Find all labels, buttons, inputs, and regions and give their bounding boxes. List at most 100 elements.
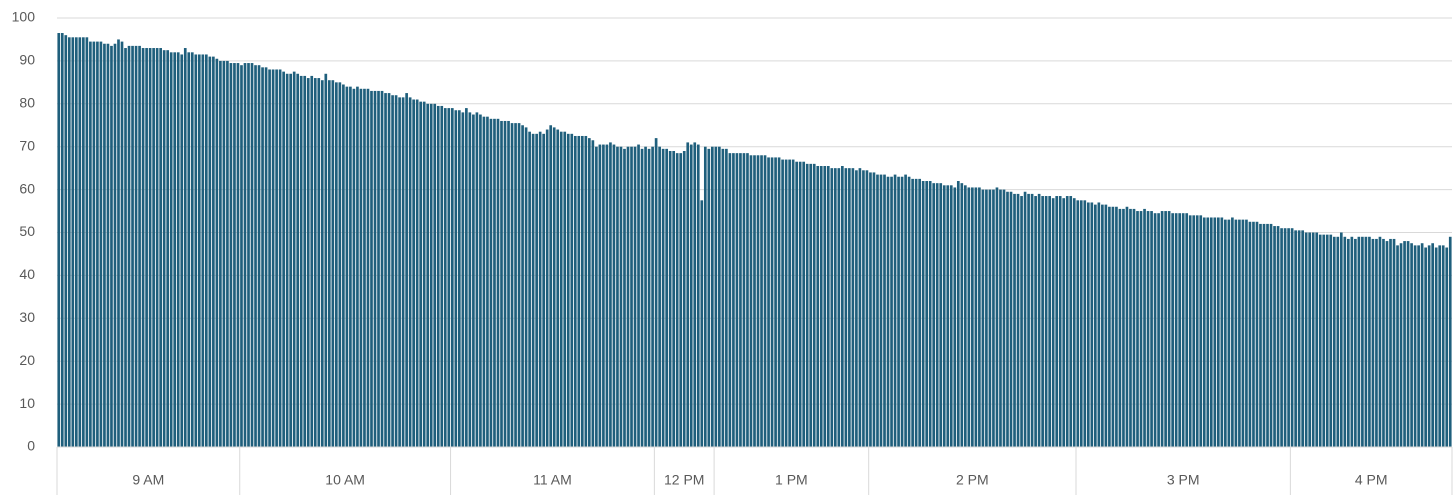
- bar: [556, 129, 560, 448]
- bar: [247, 63, 250, 448]
- bar: [521, 125, 524, 447]
- bar: [468, 112, 472, 447]
- bar: [844, 168, 848, 447]
- x-group-label: 4 PM: [1355, 472, 1388, 488]
- bar: [1350, 236, 1354, 447]
- bar: [458, 110, 461, 448]
- bar: [433, 103, 437, 448]
- bar: [106, 43, 110, 448]
- bar: [226, 60, 229, 448]
- bar: [1111, 206, 1115, 447]
- bar: [1027, 193, 1030, 447]
- bar: [668, 150, 672, 448]
- bar: [1030, 193, 1034, 447]
- bar: [612, 144, 616, 447]
- y-tick-label: 20: [19, 352, 35, 368]
- bar: [605, 144, 609, 447]
- bar: [289, 73, 293, 448]
- bar: [542, 133, 546, 447]
- bar: [373, 90, 377, 448]
- bar: [338, 82, 342, 447]
- bar: [1431, 243, 1435, 447]
- bar: [391, 95, 394, 447]
- bar: [967, 187, 971, 447]
- bar: [426, 103, 430, 448]
- bar: [528, 131, 531, 447]
- bar: [1371, 238, 1375, 447]
- bar: [524, 127, 528, 448]
- bar: [1417, 245, 1420, 447]
- bar: [447, 108, 451, 447]
- bar: [1094, 204, 1097, 447]
- bar: [1245, 219, 1248, 447]
- bar: [127, 45, 131, 447]
- bar: [205, 54, 208, 448]
- bar: [250, 63, 254, 448]
- bar: [183, 48, 187, 447]
- bar: [763, 155, 767, 447]
- bar: [598, 144, 602, 447]
- bar: [1115, 206, 1118, 447]
- bar: [1318, 234, 1322, 447]
- bar: [486, 116, 489, 448]
- bar: [921, 181, 925, 447]
- bar: [479, 114, 482, 448]
- bar: [278, 69, 282, 447]
- bar: [1020, 196, 1023, 447]
- bar: [85, 37, 89, 448]
- bar: [327, 80, 331, 447]
- bar: [131, 45, 134, 447]
- bar: [588, 138, 591, 447]
- bar: [443, 108, 447, 447]
- bar: [92, 41, 96, 447]
- bar: [503, 120, 507, 448]
- bar: [1361, 236, 1364, 447]
- bar: [1044, 196, 1048, 447]
- bar: [1125, 206, 1129, 447]
- bar: [493, 118, 496, 447]
- bar: [215, 58, 219, 447]
- bar: [637, 144, 640, 447]
- bar: [584, 135, 588, 447]
- bar: [956, 181, 960, 447]
- bar: [1234, 219, 1238, 447]
- bar: [64, 35, 68, 447]
- bar: [1104, 204, 1108, 447]
- bar: [461, 112, 465, 447]
- bar: [134, 45, 138, 447]
- bar: [946, 185, 950, 447]
- bar: [1224, 219, 1227, 447]
- bar: [770, 157, 774, 448]
- y-tick-label: 10: [19, 395, 35, 411]
- bar: [1413, 245, 1417, 447]
- bar: [798, 161, 802, 447]
- bar: [1389, 238, 1392, 447]
- bar: [707, 148, 711, 447]
- bar: [876, 174, 879, 447]
- bar: [254, 65, 257, 447]
- bar: [1188, 215, 1192, 447]
- bar: [988, 189, 992, 447]
- bar: [261, 67, 264, 448]
- bar: [914, 178, 918, 447]
- bar: [124, 48, 127, 447]
- bar: [1002, 189, 1006, 447]
- bar: [897, 176, 900, 448]
- bar: [1122, 208, 1125, 447]
- bar: [679, 153, 683, 447]
- bar: [1290, 228, 1294, 447]
- bar: [630, 146, 633, 447]
- bar: [78, 37, 82, 448]
- bar: [1280, 228, 1283, 447]
- bar: [313, 78, 317, 447]
- bar: [735, 153, 739, 447]
- bar: [60, 33, 64, 447]
- bar: [552, 127, 556, 448]
- bar: [900, 176, 904, 448]
- bar: [475, 112, 479, 447]
- bar: [1287, 228, 1290, 447]
- bar: [440, 105, 444, 447]
- bar: [985, 189, 988, 447]
- y-tick-label: 40: [19, 266, 35, 282]
- bar: [858, 168, 862, 447]
